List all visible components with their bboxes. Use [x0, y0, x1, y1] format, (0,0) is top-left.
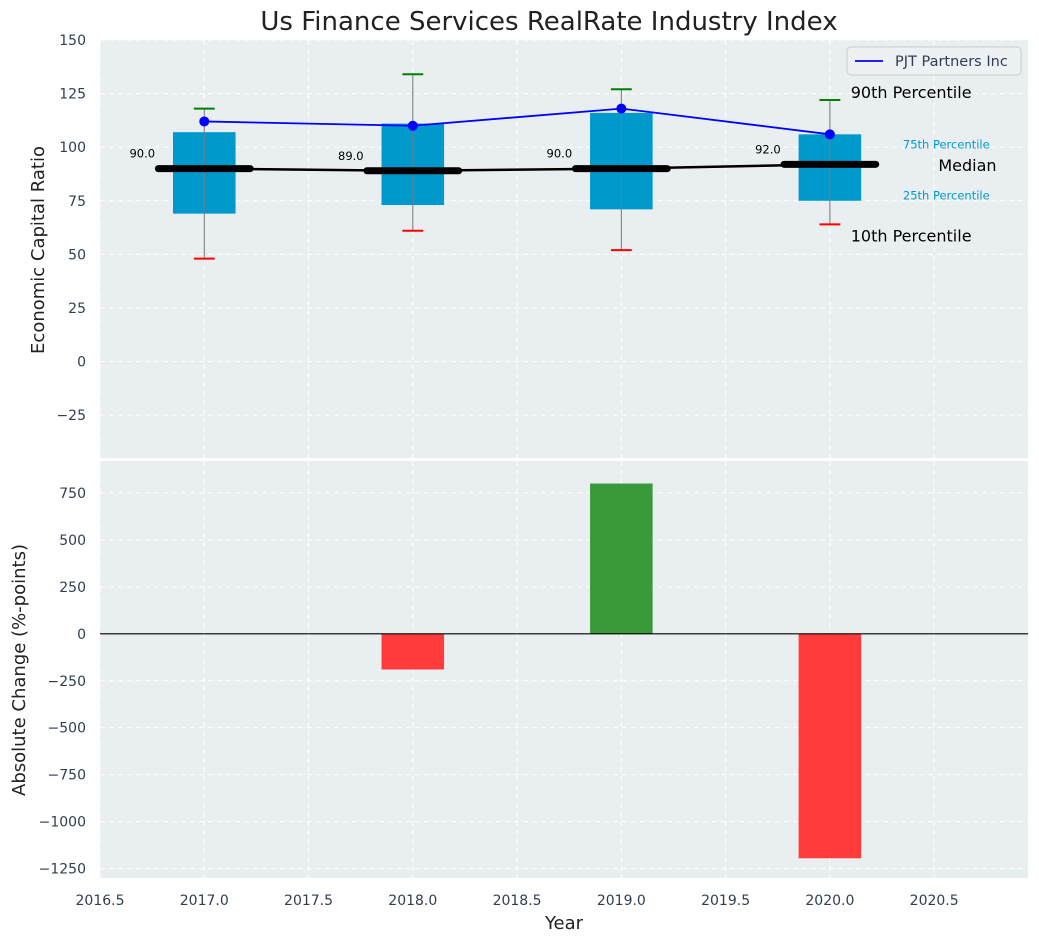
median-value-label: 89.0	[338, 149, 364, 163]
negative-change-bar	[381, 633, 445, 670]
median-trend-line	[204, 163, 830, 173]
bottom-y-tick-label: −1000	[39, 815, 86, 831]
top-y-tick-label: 0	[77, 355, 86, 371]
legend-label: PJT Partners Inc	[895, 54, 1008, 70]
x-tick-label: 2019.5	[701, 893, 750, 909]
median-value-label: 90.0	[547, 147, 573, 161]
bottom-y-tick-label: 250	[59, 580, 86, 596]
x-tick-label: 2017.5	[284, 893, 333, 909]
top-y-tick-label: 75	[68, 194, 86, 210]
x-axis-label: Year	[544, 913, 584, 934]
top-y-axis-label: Economic Capital Ratio	[28, 146, 49, 354]
bottom-y-tick-label: −750	[48, 768, 86, 784]
top-y-tick-label: 150	[59, 33, 86, 49]
bottom-y-tick-label: 0	[77, 627, 86, 643]
x-tick-label: 2020.5	[910, 893, 959, 909]
top-y-tick-label: 125	[59, 87, 86, 103]
top-plot-area	[100, 40, 1028, 458]
bottom-y-tick-label: −1250	[39, 862, 86, 878]
x-tick-label: 2020.0	[805, 893, 854, 909]
annotation-median: Median	[938, 156, 996, 175]
legend: PJT Partners Inc	[846, 46, 1022, 76]
top-y-tick-label: −25	[56, 408, 86, 424]
median-value-label: 90.0	[129, 147, 155, 161]
annotation-p10: 10th Percentile	[851, 226, 972, 245]
negative-change-bar	[798, 633, 862, 859]
x-tick-label: 2018.0	[388, 893, 437, 909]
top-panel: −25 0 25 50 75 100 125 150 90.0 89.0 90.0 92.0 90th …	[56, 33, 1028, 458]
positive-change-bar	[590, 483, 653, 634]
annotation-p25: 25th Percentile	[903, 189, 990, 203]
chart-title: Us Finance Services RealRate Industry In…	[260, 7, 837, 37]
bottom-plot-area	[100, 461, 1028, 878]
top-y-tick-label: 50	[68, 247, 86, 263]
annotation-p90: 90th Percentile	[851, 83, 972, 102]
bottom-panel: −1250 −1000 −750 −500 −250 0 250 500 750 2016.5 20…	[39, 461, 1028, 909]
bottom-y-tick-label: −500	[48, 721, 86, 737]
company-point	[199, 116, 210, 127]
company-line	[204, 107, 830, 136]
top-y-tick-label: 25	[68, 301, 86, 317]
annotation-p75: 75th Percentile	[903, 137, 990, 151]
x-tick-label: 2019.0	[597, 893, 646, 909]
company-point	[407, 120, 418, 131]
company-point	[616, 103, 627, 114]
bottom-y-tick-label: 750	[59, 486, 86, 502]
bottom-y-tick-label: 500	[59, 533, 86, 549]
x-tick-label: 2016.5	[76, 893, 125, 909]
bottom-y-axis-label: Absolute Change (%-points)	[9, 544, 30, 796]
x-tick-label: 2018.5	[493, 893, 542, 909]
legend-box	[846, 46, 1022, 76]
median-value-label: 92.0	[755, 142, 781, 156]
x-tick-label: 2017.0	[180, 893, 229, 909]
bottom-y-tick-label: −250	[48, 674, 86, 690]
top-y-tick-label: 100	[59, 140, 86, 156]
company-point	[824, 129, 835, 140]
